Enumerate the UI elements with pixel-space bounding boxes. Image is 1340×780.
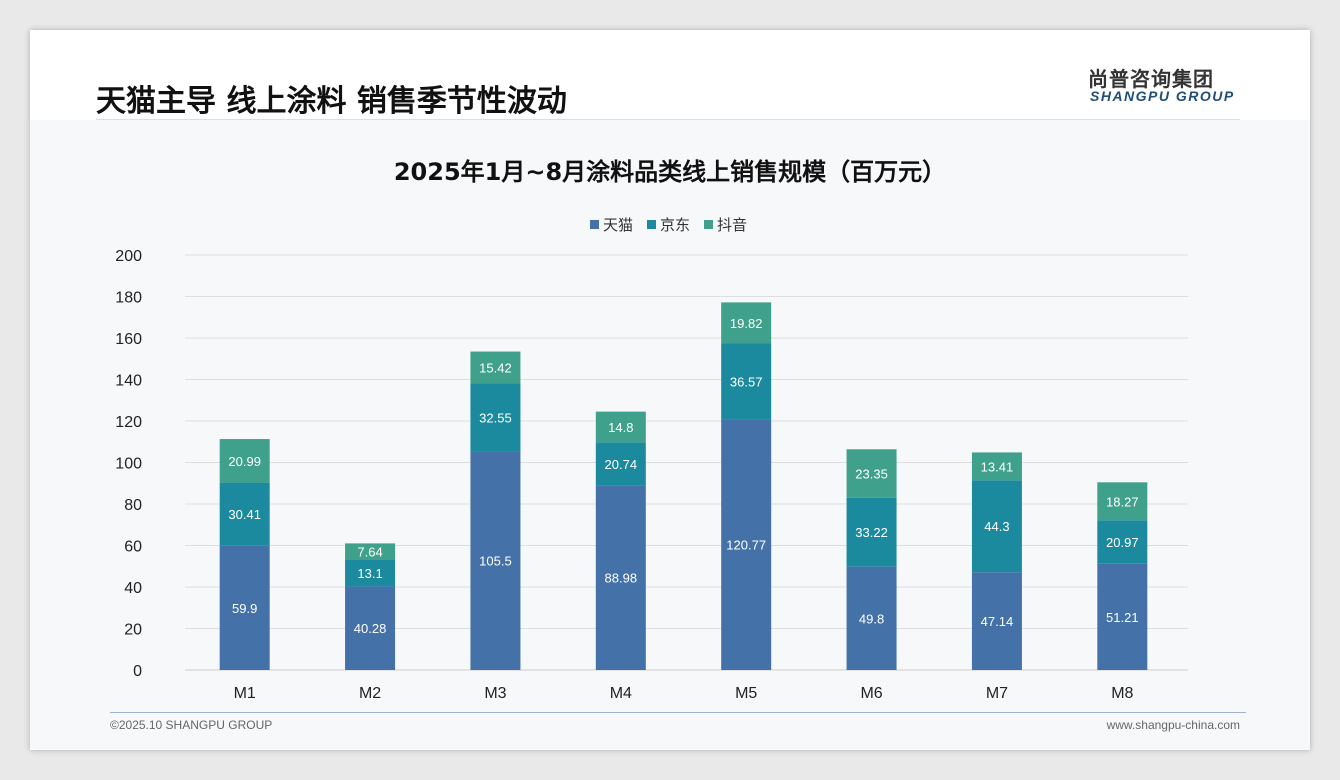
data-label: 15.42 <box>479 361 512 376</box>
bar-segment <box>219 482 270 546</box>
bar-segment <box>846 497 897 567</box>
y-tick-label: 20 <box>124 622 142 639</box>
data-label: 36.57 <box>730 374 763 389</box>
footer-divider <box>110 712 1246 713</box>
bar-segment <box>345 559 396 587</box>
bar-segment <box>846 566 897 670</box>
page-title: 天猫主导 线上涂料 销售季节性波动 <box>96 84 567 119</box>
bar-segment <box>470 351 521 384</box>
bar-segment <box>595 485 646 670</box>
data-label: 32.55 <box>479 410 512 425</box>
logo-cn: 尚普咨询集团 <box>1088 67 1214 91</box>
data-label: 30.41 <box>228 507 261 522</box>
y-tick-label: 80 <box>124 497 142 514</box>
legend-swatch <box>704 220 714 229</box>
bar-segment <box>1097 563 1148 670</box>
logo-en: SHANGPU GROUP <box>1090 88 1235 104</box>
data-label: 13.1 <box>357 566 382 581</box>
bar-segment <box>1097 482 1148 521</box>
legend-label: 天猫 <box>603 216 634 234</box>
data-label: 105.5 <box>479 554 512 569</box>
y-tick-label: 60 <box>124 539 142 556</box>
bar-segment <box>470 383 521 452</box>
data-label: 14.8 <box>608 420 633 435</box>
x-tick-label: M5 <box>735 685 757 702</box>
y-tick-label: 180 <box>115 290 142 307</box>
x-tick-label: M1 <box>234 685 256 702</box>
bar-segment <box>1097 520 1148 564</box>
x-tick-label: M7 <box>986 685 1008 702</box>
bar-segment <box>345 586 396 670</box>
data-label: 40.28 <box>354 621 387 636</box>
bar-segment <box>721 343 772 420</box>
bar-segment <box>470 451 521 670</box>
data-label: 44.3 <box>984 519 1009 534</box>
data-label: 23.35 <box>855 467 888 482</box>
bar-segment <box>971 480 1022 573</box>
bar-segment <box>595 411 646 443</box>
data-label: 20.74 <box>605 457 638 472</box>
footer-copyright: ©2025.10 SHANGPU GROUP <box>110 718 273 732</box>
header-divider <box>96 119 1240 120</box>
data-label: 18.27 <box>1106 494 1139 509</box>
data-label: 47.14 <box>981 614 1014 629</box>
legend-label: 抖音 <box>717 216 748 234</box>
y-tick-label: 100 <box>115 456 142 473</box>
y-tick-label: 120 <box>115 414 142 431</box>
bar-segment <box>721 302 772 344</box>
data-label: 49.8 <box>859 611 884 626</box>
y-tick-label: 140 <box>115 373 142 390</box>
slide-card: 天猫主导 线上涂料 销售季节性波动 尚普咨询集团 SHANGPU GROUP 2… <box>30 30 1310 750</box>
x-tick-label: M6 <box>860 685 882 702</box>
x-tick-label: M3 <box>484 685 506 702</box>
y-tick-label: 40 <box>124 580 142 597</box>
data-label: 20.99 <box>228 454 261 469</box>
data-label: 51.21 <box>1106 610 1139 625</box>
footer-url: www.shangpu-china.com <box>1106 718 1240 732</box>
x-tick-label: M8 <box>1111 685 1133 702</box>
bar-segment <box>219 545 270 670</box>
legend: 天猫 京东 抖音 <box>590 214 747 235</box>
data-label: 20.97 <box>1106 535 1139 550</box>
y-tick-label: 160 <box>115 331 142 348</box>
data-label: 120.77 <box>726 538 766 553</box>
legend-label: 京东 <box>660 216 691 234</box>
legend-swatch <box>590 220 599 229</box>
data-label: 19.82 <box>730 316 763 331</box>
data-label: 59.9 <box>232 601 257 616</box>
data-label: 7.64 <box>357 544 382 559</box>
data-label: 33.22 <box>855 525 888 540</box>
bar-segment <box>971 572 1022 670</box>
bar-segment <box>846 449 897 498</box>
legend-item: 抖音 <box>704 214 747 235</box>
header <box>30 30 1310 120</box>
bar-segment <box>595 442 646 486</box>
legend-swatch <box>647 220 657 229</box>
data-label: 13.41 <box>981 459 1014 474</box>
y-tick-label: 0 <box>133 663 142 680</box>
x-tick-label: M2 <box>359 685 381 702</box>
y-tick-label: 200 <box>115 248 142 265</box>
bar-segment <box>721 419 772 670</box>
data-label: 88.98 <box>605 571 638 586</box>
legend-item: 天猫 <box>590 214 633 235</box>
bar-segment <box>971 452 1022 481</box>
x-tick-label: M4 <box>610 685 632 702</box>
legend-item: 京东 <box>647 214 690 235</box>
chart-title: 2025年1月~8月涂料品类线上销售规模（百万元） <box>393 158 947 186</box>
bar-segment <box>219 439 270 483</box>
chart: 0 20 40 60 80 100 120 140 160 180 200 59.9 30.41 20.9… <box>115 248 1188 702</box>
bar-segment <box>345 543 396 560</box>
